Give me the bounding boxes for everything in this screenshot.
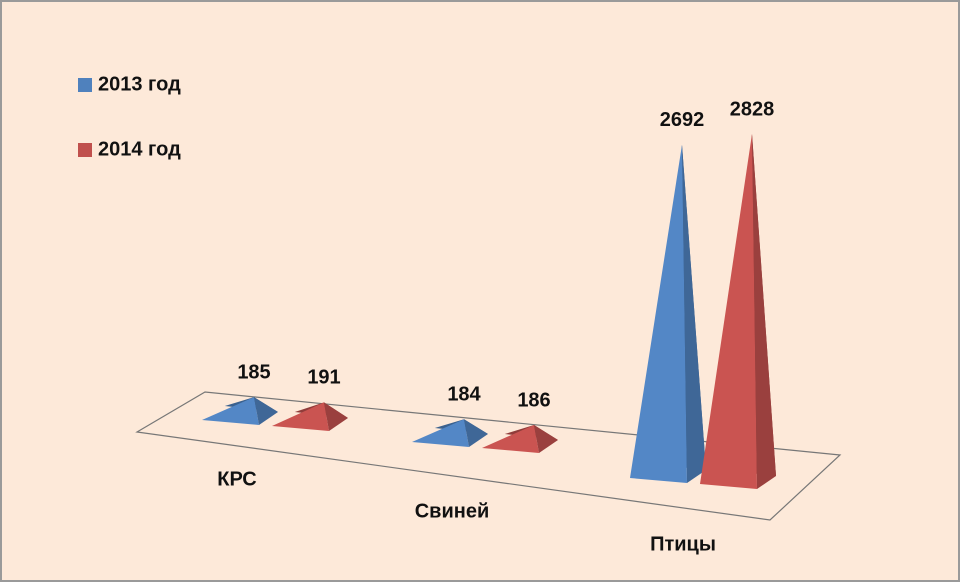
legend-label: 2013 год <box>98 73 181 95</box>
front-face <box>482 424 539 453</box>
pyramid <box>630 144 706 484</box>
data-label: 2692 <box>660 109 705 131</box>
side-face <box>752 134 776 489</box>
front-face <box>272 402 329 431</box>
side-face <box>324 402 348 431</box>
front-face <box>412 419 469 447</box>
pyramid <box>700 134 776 489</box>
legend-swatch <box>78 143 92 157</box>
x-tick-label: Свиней <box>415 500 490 522</box>
side-face <box>682 144 706 484</box>
data-label: 191 <box>307 367 340 389</box>
side-face <box>254 397 278 425</box>
front-face <box>630 144 687 484</box>
pyramid <box>412 419 488 447</box>
x-tick-label: КРС <box>217 468 257 490</box>
side-face <box>534 424 558 453</box>
front-face <box>202 397 259 425</box>
data-label: 186 <box>517 389 550 411</box>
pyramid <box>272 402 348 431</box>
data-label: 185 <box>237 361 270 383</box>
legend-swatch <box>78 78 92 92</box>
front-face <box>700 134 757 489</box>
data-label: 2828 <box>730 98 775 120</box>
floor <box>135 391 842 521</box>
pyramid <box>202 397 278 425</box>
data-label: 184 <box>447 384 481 406</box>
side-face <box>464 419 488 447</box>
x-tick-label: Птицы <box>650 533 716 555</box>
pyramid <box>482 424 558 453</box>
legend-label: 2014 год <box>98 138 181 160</box>
